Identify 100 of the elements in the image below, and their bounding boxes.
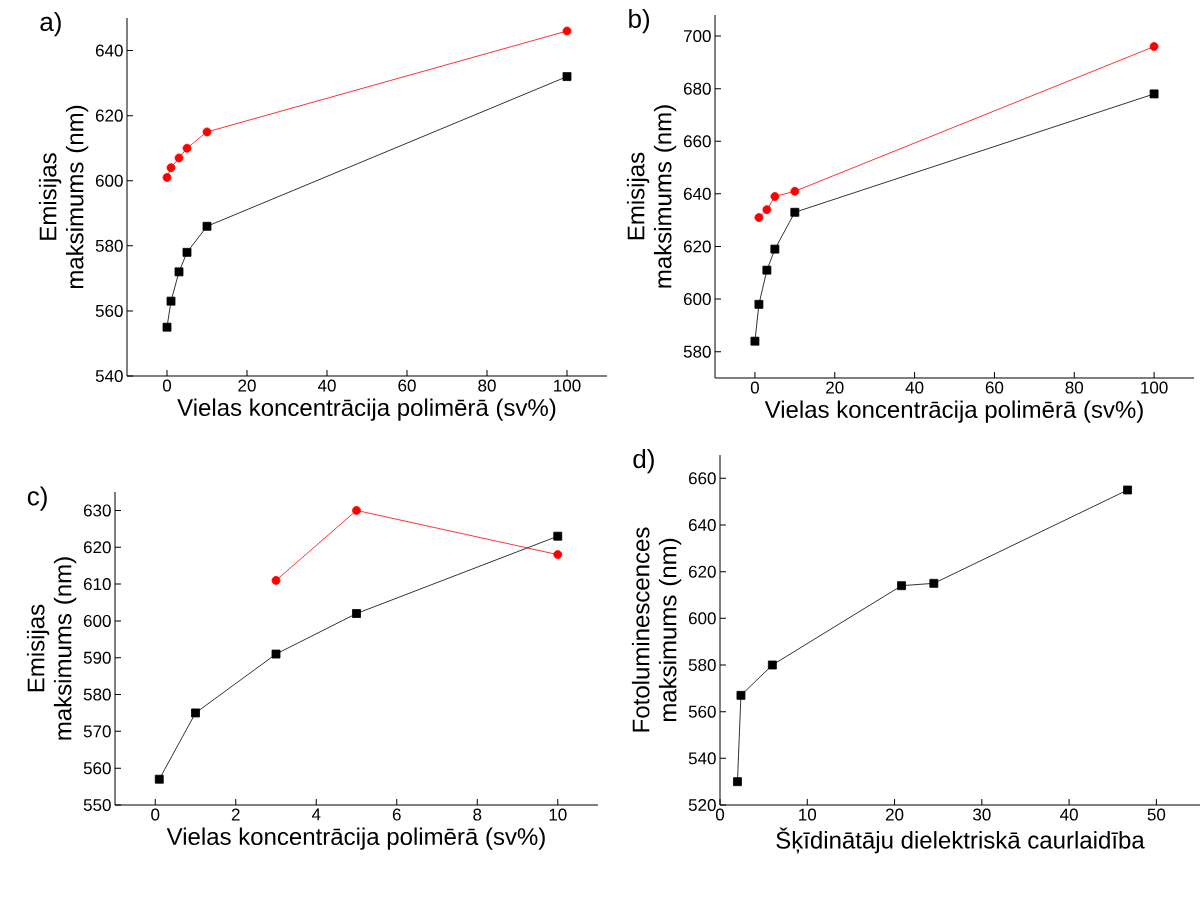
y-tick-label: 680 [683,82,711,95]
x-axis-title: Šķīdinātāju dielektriskā caurlaidība [776,827,1145,854]
x-tick-label: 10 [549,808,567,821]
point [1123,485,1132,495]
y-tick-label: 560 [95,304,123,317]
y-tick-label: 640 [95,44,123,57]
point [162,322,172,332]
point [790,186,800,196]
point [553,550,563,560]
point [162,173,172,182]
y-tick-label: 600 [83,614,111,627]
y-axis-title: Emisijas maksimums (nm) [38,105,89,289]
chart-title: d) [633,449,654,474]
y-tick-label: 620 [683,240,711,253]
y-tick-label: 700 [683,30,711,43]
point [790,207,800,217]
y-tick-label: 620 [688,565,716,578]
x-tick-label: 0 [715,808,725,821]
y-axis-title: Emisijas maksimums (nm) [26,557,77,740]
x-tick-label: 8 [473,808,482,821]
y-tick-label: 600 [683,293,711,306]
y-tick-label: 520 [688,798,716,812]
x-tick-label: 80 [1065,381,1084,394]
point [271,575,281,585]
y-tick-label: 660 [688,472,716,485]
y-tick-label: 610 [83,578,111,591]
x-tick-label: 40 [905,381,924,394]
y-tick-label: 580 [688,658,716,672]
point [562,72,572,81]
y-tick-label: 640 [688,518,716,532]
chart-title: b) [629,8,650,34]
y-tick-label: 590 [83,651,111,664]
y-tick-label: 580 [683,345,711,358]
y-tick-label: 560 [688,705,716,718]
point [352,609,361,618]
point [736,690,746,700]
point [762,205,772,215]
y-tick-label: 580 [95,239,123,252]
point [166,296,176,306]
point [182,247,192,257]
point [1149,42,1159,51]
x-tick-label: 4 [311,808,321,821]
point [762,265,772,275]
x-axis-title: Vielas koncentrācija polimērā (sv%) [166,827,545,850]
y-tick-label: 570 [83,725,111,738]
y-tick-label: 550 [83,798,111,812]
x-tick-label: 60 [985,381,1004,394]
y-axis-title: Emisijas maksimums (nm) [626,105,677,288]
x-tick-label: 40 [317,379,336,392]
point [897,581,906,591]
chart-title: a) [40,11,61,37]
y-tick-label: 620 [95,109,123,122]
y-axis-title: Fotoluminescences maksimums (nm) [631,527,682,732]
point [929,578,939,588]
x-axis-title: Vielas koncentrācija polimērā (sv%) [177,398,556,421]
point [770,244,780,254]
point [767,660,777,670]
point [553,531,563,541]
x-tick-label: 0 [750,381,759,394]
x-tick-label: 20 [238,379,256,392]
x-tick-label: 50 [1147,808,1166,821]
point [191,708,200,718]
y-tick-label: 540 [95,369,123,383]
y-tick-label: 640 [683,187,711,200]
y-tick-label: 540 [688,752,716,765]
point [166,163,176,173]
y-tick-label: 660 [683,135,711,148]
x-tick-label: 10 [799,808,817,821]
x-tick-label: 40 [1060,808,1078,821]
x-tick-label: 80 [478,379,496,392]
x-tick-label: 0 [162,379,172,392]
point [352,506,361,515]
x-tick-label: 20 [826,381,844,394]
x-tick-label: 0 [151,808,160,821]
x-axis-title: Vielas koncentrācija polimērā (sv%) [764,400,1143,423]
y-tick-label: 600 [95,174,123,187]
x-tick-label: 100 [1141,381,1168,394]
point [733,777,742,787]
y-tick-label: 580 [83,688,111,701]
point [1149,89,1159,99]
x-tick-label: 30 [973,808,991,821]
point [271,649,281,659]
x-tick-label: 60 [398,379,416,392]
y-tick-label: 620 [83,541,111,554]
y-tick-label: 600 [688,612,716,625]
x-tick-label: 100 [554,379,581,392]
chart-title: c) [27,486,47,511]
point [750,336,760,346]
point [770,192,780,201]
x-tick-label: 20 [885,808,904,821]
point [174,267,184,277]
x-tick-label: 2 [231,808,240,821]
point [754,213,764,222]
point [562,26,572,36]
point [182,143,192,153]
point [754,299,764,309]
point [202,127,212,137]
x-tick-label: 6 [392,808,401,821]
y-tick-label: 630 [83,504,111,517]
point [154,774,164,784]
